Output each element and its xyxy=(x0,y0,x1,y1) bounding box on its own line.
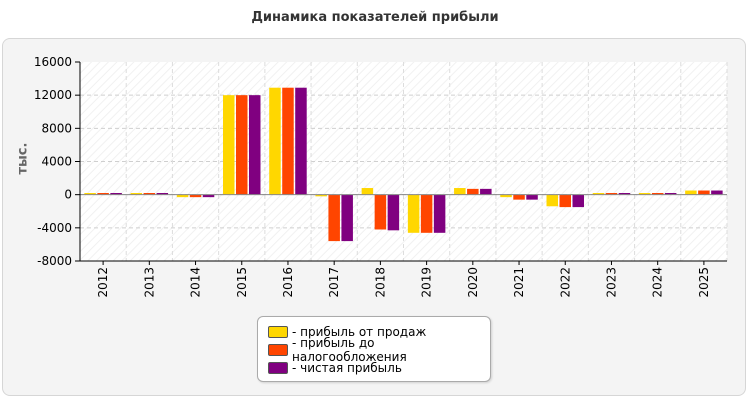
legend-swatch xyxy=(268,344,288,356)
bar xyxy=(97,193,109,195)
bar xyxy=(407,194,420,233)
x-tick-label: 2017 xyxy=(327,267,341,298)
bar xyxy=(361,188,374,195)
bar xyxy=(480,188,492,195)
bar xyxy=(143,193,156,195)
bar xyxy=(500,194,512,198)
y-tick-label: 0 xyxy=(64,188,72,202)
chart-title: Динамика показателей прибыли xyxy=(251,10,499,25)
legend-item-pretax: - прибыль до налогообложения xyxy=(268,336,480,364)
y-tick-label: -4000 xyxy=(37,221,72,235)
bar xyxy=(664,193,677,195)
bar xyxy=(711,190,723,195)
bar xyxy=(605,193,618,195)
y-tick-label: 16000 xyxy=(34,55,72,69)
x-tick-labels: 2012 2013 2014 2015 2016 2017 2018 2019 2020 2021… xyxy=(96,261,711,298)
bar xyxy=(84,193,96,195)
y-tick-label: 12000 xyxy=(34,88,72,102)
x-tick-label: 2022 xyxy=(558,267,572,298)
x-tick-label: 2024 xyxy=(651,267,665,298)
bar xyxy=(295,87,307,195)
bar xyxy=(651,193,664,195)
x-tick-label: 2025 xyxy=(697,267,711,298)
y-tick-label: -8000 xyxy=(37,254,72,268)
x-tick-label: 2020 xyxy=(466,267,480,298)
bar xyxy=(341,194,353,242)
bar xyxy=(592,193,605,195)
bar xyxy=(374,194,387,230)
bar xyxy=(328,194,340,242)
bar xyxy=(315,194,327,197)
bar xyxy=(236,95,248,195)
bar xyxy=(282,87,294,195)
bar xyxy=(618,193,631,195)
bar xyxy=(156,193,169,195)
bar xyxy=(176,194,189,198)
y-tick-labels: 16000 12000 8000 4000 0 -4000 -8000 xyxy=(34,55,80,268)
x-tick-label: 2014 xyxy=(189,267,203,298)
bar xyxy=(454,188,466,195)
bar xyxy=(223,95,235,195)
x-tick-label: 2019 xyxy=(420,267,434,298)
x-tick-label: 2023 xyxy=(604,267,618,298)
legend-swatch xyxy=(268,326,288,338)
legend-label: - прибыль от продаж xyxy=(292,325,427,339)
bar xyxy=(420,194,433,233)
x-tick-label: 2012 xyxy=(96,267,110,298)
bar xyxy=(559,194,571,208)
x-tick-label: 2013 xyxy=(142,267,156,298)
legend-swatch xyxy=(268,362,288,374)
bars xyxy=(84,87,723,242)
legend-item-sales: - прибыль от продаж xyxy=(268,323,480,341)
bar xyxy=(189,194,202,198)
bar xyxy=(433,194,446,233)
bar xyxy=(130,193,143,195)
bar xyxy=(202,194,215,198)
bar xyxy=(467,188,479,195)
legend: - прибыль от продаж - прибыль до налогоо… xyxy=(257,316,491,382)
x-tick-label: 2018 xyxy=(373,267,387,298)
y-tick-label: 4000 xyxy=(41,155,72,169)
x-tick-label: 2016 xyxy=(281,267,295,298)
x-tick-label: 2021 xyxy=(512,267,526,298)
x-tick-label: 2015 xyxy=(235,267,249,298)
bar xyxy=(249,95,261,195)
bar xyxy=(110,193,122,195)
bar xyxy=(513,194,525,200)
bar xyxy=(638,193,651,195)
bar xyxy=(546,194,558,207)
y-tick-label: 8000 xyxy=(41,121,72,135)
bar xyxy=(698,190,710,195)
legend-item-net: - чистая прибыль xyxy=(268,359,480,377)
bar xyxy=(269,87,281,195)
legend-label: - прибыль до налогообложения xyxy=(292,336,407,364)
bar xyxy=(387,194,400,231)
bar xyxy=(572,194,584,208)
bar xyxy=(526,194,538,200)
legend-label: - чистая прибыль xyxy=(292,361,402,375)
bar xyxy=(685,190,697,195)
